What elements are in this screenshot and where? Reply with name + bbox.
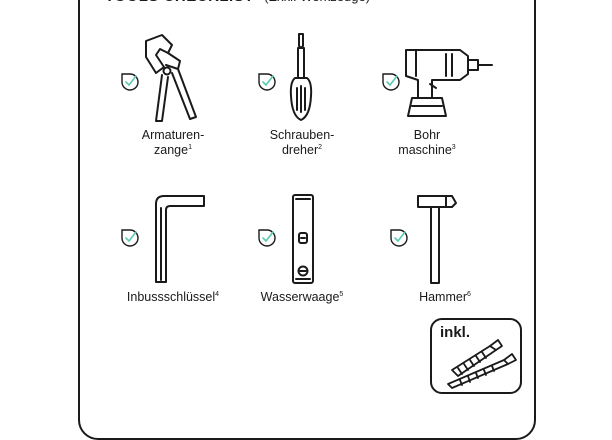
tool-label-screwdriver: Schrauben- dreher2	[269, 128, 335, 157]
checklist-subtitle: (Exkl. Werkzeuge)	[264, 0, 370, 4]
hex-key-icon	[155, 195, 205, 283]
tool-label-spirit-level: Wasserwaage5	[260, 290, 344, 304]
checklist-title: TOOLS CHECKLIST	[105, 0, 254, 5]
tool-label-pliers: Armaturen- zange1	[141, 128, 205, 157]
screw-and-dowel-icon	[447, 339, 517, 389]
checkbox-icon[interactable]	[121, 73, 139, 91]
pliers-icon	[145, 34, 197, 122]
checkbox-icon[interactable]	[382, 73, 400, 91]
drill-icon	[405, 49, 493, 117]
checkbox-icon[interactable]	[258, 229, 276, 247]
screwdriver-icon	[289, 33, 313, 121]
tool-label-hammer: Hammer6	[419, 290, 471, 304]
header: TOOLS CHECKLIST (Exkl. Werkzeuge)	[105, 0, 370, 5]
checkbox-icon[interactable]	[121, 229, 139, 247]
tool-label-hex-key: Inbussschlüssel4	[126, 290, 220, 304]
checkbox-icon[interactable]	[258, 73, 276, 91]
hammer-icon	[417, 195, 457, 284]
included-parts-box: inkl.	[430, 318, 522, 394]
checkbox-icon[interactable]	[390, 229, 408, 247]
spirit-level-icon	[292, 194, 314, 284]
included-label: inkl.	[440, 324, 471, 341]
tool-label-drill: Bohr maschine3	[398, 128, 456, 157]
